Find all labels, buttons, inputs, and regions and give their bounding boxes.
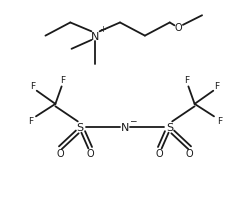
Text: +: + — [99, 25, 106, 34]
Text: N: N — [121, 122, 129, 132]
Text: F: F — [60, 75, 66, 84]
Text: −: − — [129, 116, 136, 125]
Text: F: F — [217, 117, 222, 125]
Text: S: S — [166, 122, 173, 132]
Text: O: O — [56, 148, 64, 158]
Text: S: S — [77, 122, 84, 132]
Text: N: N — [91, 31, 99, 41]
Text: F: F — [184, 75, 190, 84]
Text: F: F — [28, 117, 33, 125]
Text: F: F — [30, 82, 36, 91]
Text: O: O — [186, 148, 194, 158]
Text: O: O — [175, 22, 182, 32]
Text: O: O — [156, 148, 164, 158]
Text: F: F — [214, 82, 220, 91]
Text: O: O — [86, 148, 94, 158]
